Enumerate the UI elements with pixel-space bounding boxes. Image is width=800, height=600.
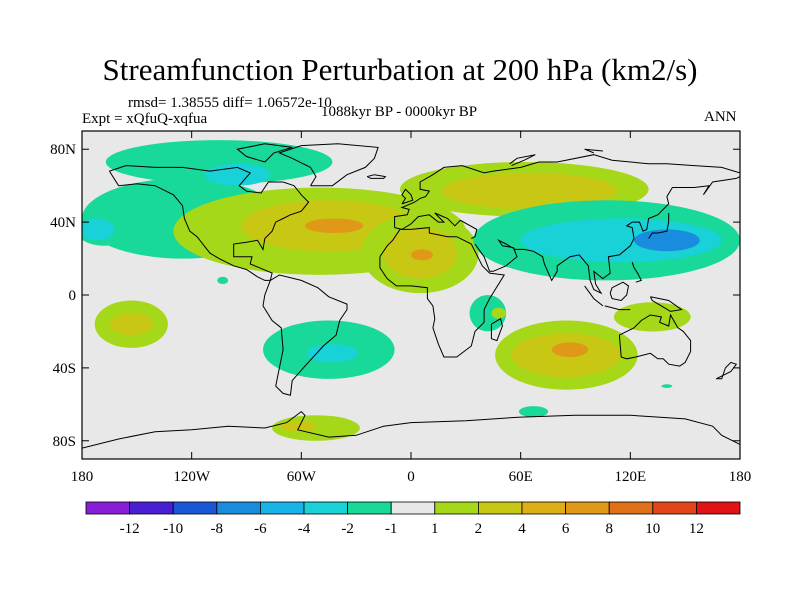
colorbar-swatch [347,501,392,515]
anomaly-region [442,172,618,210]
colorbar-swatch [434,501,479,515]
coastline [604,305,631,311]
coastline [82,410,740,449]
colorbar-label: 4 [518,521,526,537]
anomaly-region [661,384,673,388]
anomaly-region [82,218,115,241]
coastline-layer [82,143,740,449]
anomaly-region [518,406,549,418]
coastline [618,313,692,367]
colorbar-label: -1 [385,521,398,537]
anomaly-region [634,229,700,252]
coastline [649,296,683,312]
anomaly-region [279,420,317,432]
colorbar-swatch [259,501,305,515]
y-tick-label: 80S [53,434,76,450]
colorbar-label: -10 [163,521,183,537]
colorbar: -12 -10 -8 -6 -4 -2 -1 1 2 4 6 8 10 12 [85,501,741,537]
y-tick-label: 40S [53,361,76,377]
anomaly-region [105,140,333,184]
colorbar-swatch [565,501,610,515]
colorbar-label: 2 [475,521,483,537]
x-tick-label: 60W [287,469,317,485]
coastline [584,148,603,154]
x-tick-label: 120E [614,469,646,485]
anomaly-region [551,342,589,358]
coastline [236,143,293,163]
anomaly-layer [82,140,740,441]
experiment-text: Expt = xQfuQ-xqfua [82,111,208,127]
anomaly-region [217,276,229,284]
coastline [262,274,348,396]
anomaly-region [613,302,691,332]
anomaly-region [109,313,154,336]
period-text: 1088kyr BP - 0000kyr BP [321,104,478,120]
colorbar-label: 12 [689,521,704,537]
colorbar-swatch [390,501,436,515]
coastline [366,174,387,179]
coastline [401,188,414,205]
colorbar-label: 10 [645,521,660,537]
coastline [474,176,740,295]
y-tick-label: 0 [69,288,77,304]
anomaly-region [520,218,722,263]
colorbar-swatch [521,501,566,515]
anomaly-region [411,249,433,261]
colorbar-label: -2 [341,521,354,537]
colorbar-label: 8 [605,521,613,537]
chart-title: Streamfunction Perturbation at 200 hPa (… [102,52,698,87]
x-tick-label: 180 [71,469,94,485]
coastline [109,165,310,281]
y-tick-label: 80N [50,142,76,158]
season-text: ANN [704,109,737,125]
coastline [394,212,478,239]
coastline [277,143,379,187]
x-axis: 180 120W 60W 0 60E 120E 180 [71,131,752,485]
coastline [490,317,503,342]
colorbar-swatch [129,501,174,515]
colorbar-label: 1 [431,521,439,537]
colorbar-label: -12 [120,521,140,537]
anomaly-region [305,218,364,234]
x-tick-label: 0 [407,469,415,485]
colorbar-swatch [652,501,697,515]
coastline [631,262,643,283]
colorbar-label: -8 [211,521,224,537]
x-tick-label: 180 [729,469,752,485]
coastline [715,361,738,380]
colorbar-swatch [608,501,654,515]
colorbar-swatch [172,501,218,515]
colorbar-label: -6 [254,521,267,537]
x-tick-label: 60E [509,469,533,485]
colorbar-swatch [85,501,130,515]
anomaly-region [491,307,507,319]
coastline [609,281,630,302]
stats-text: rmsd= 1.38555 diff= 1.06572e-10 [128,95,332,111]
colorbar-swatch [216,501,261,515]
coastline [379,227,506,358]
colorbar-label: -4 [298,521,311,537]
anomaly-region [306,344,358,363]
coastline [509,154,536,167]
colorbar-swatch [477,501,523,515]
colorbar-label: 6 [562,521,570,537]
x-tick-label: 120W [173,469,211,485]
anomaly-region [469,295,507,332]
colorbar-swatch [303,501,348,515]
colorbar-swatch [696,501,741,515]
y-tick-label: 40N [50,215,76,231]
coastline [108,170,271,281]
coastline [648,213,670,239]
coastline [394,154,740,228]
y-axis: 80N 40N 0 40S 80S [50,142,740,450]
coastline [584,285,604,307]
